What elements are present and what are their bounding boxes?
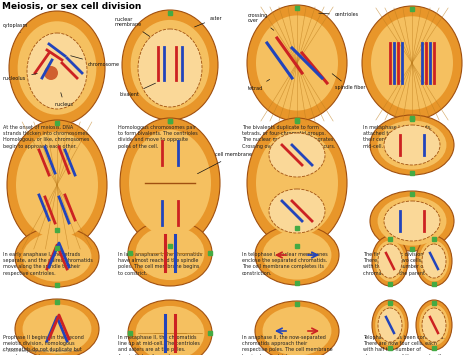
Ellipse shape (247, 5, 347, 121)
Text: © 2010 Encyclopaedia Britannica, Inc.: © 2010 Encyclopaedia Britannica, Inc. (2, 349, 81, 353)
Text: In telophase I, nuclear membranes
enclose the separated chromatids.
The cell mem: In telophase I, nuclear membranes enclos… (242, 252, 328, 275)
Text: chromosome: chromosome (71, 56, 120, 67)
Text: crossing
over: crossing over (248, 12, 274, 30)
Ellipse shape (15, 299, 99, 355)
Text: In anaphase II, the now-separated
chromatids approach their
respective poles. Th: In anaphase II, the now-separated chroma… (242, 335, 333, 355)
Text: cell membrane: cell membrane (198, 153, 252, 174)
Text: Homologous chromosomes pair
to form bivalents. The centrioles
divide and move to: Homologous chromosomes pair to form biva… (118, 125, 198, 149)
Ellipse shape (422, 244, 446, 278)
Ellipse shape (255, 301, 339, 355)
Text: nucleus: nucleus (55, 93, 74, 108)
Text: At the onset of meiosis, DNA
strands thicken into chromosomes.
Homologous, or li: At the onset of meiosis, DNA strands thi… (3, 125, 90, 149)
Ellipse shape (371, 16, 453, 110)
Text: nucleolus: nucleolus (3, 73, 37, 81)
Ellipse shape (256, 130, 338, 236)
Ellipse shape (422, 308, 446, 342)
Ellipse shape (255, 225, 339, 285)
Ellipse shape (136, 226, 204, 280)
Ellipse shape (416, 236, 452, 286)
Text: The first meiotic division ends.
There are now two cells, each
with the same num: The first meiotic division ends. There a… (363, 252, 438, 275)
Text: cytoplasm: cytoplasm (3, 22, 28, 33)
Ellipse shape (256, 15, 338, 110)
Text: bivalent: bivalent (120, 83, 155, 98)
Text: In late anaphase I, the chromatids
have almost reached the spindle
poles. The ce: In late anaphase I, the chromatids have … (118, 252, 202, 275)
Ellipse shape (269, 189, 325, 233)
Ellipse shape (378, 120, 447, 170)
Ellipse shape (138, 29, 202, 107)
Ellipse shape (136, 306, 204, 355)
Ellipse shape (263, 230, 331, 280)
Ellipse shape (131, 20, 210, 110)
Text: spindle fiber: spindle fiber (332, 74, 365, 91)
Ellipse shape (27, 33, 87, 109)
Ellipse shape (375, 240, 405, 282)
Ellipse shape (384, 125, 440, 165)
Ellipse shape (7, 120, 107, 250)
Text: In early anaphase I, the tetrads
separate, and the paired chromatids
move along : In early anaphase I, the tetrads separat… (3, 252, 93, 275)
Circle shape (44, 66, 58, 80)
Ellipse shape (378, 196, 447, 246)
Text: tetrad: tetrad (248, 80, 270, 91)
Ellipse shape (18, 21, 96, 115)
Ellipse shape (120, 118, 220, 248)
Ellipse shape (419, 240, 449, 282)
Text: Prophase II begins. In the second
meiotic division, homologous
chromatids do not: Prophase II begins. In the second meioti… (3, 335, 84, 355)
Ellipse shape (9, 11, 105, 125)
Ellipse shape (129, 130, 211, 236)
Text: In metaphase I, the tetrads,
attached to spindle fibers at
their centromeres, li: In metaphase I, the tetrads, attached to… (363, 125, 433, 149)
Text: Telophase II has been completed.
There are now four cells, each
with half the nu: Telophase II has been completed. There a… (363, 335, 445, 355)
Ellipse shape (23, 233, 91, 282)
Ellipse shape (263, 306, 331, 355)
Ellipse shape (372, 236, 408, 286)
Text: aster: aster (194, 16, 223, 27)
Text: In metaphase II, the chromatids
line up at mid-cell. The centrioles
and asters a: In metaphase II, the chromatids line up … (118, 335, 200, 355)
Ellipse shape (378, 308, 402, 342)
Ellipse shape (384, 201, 440, 241)
Text: The bivalents duplicate to form
tetrads, or four-chromatid groups.
The nuclear m: The bivalents duplicate to form tetrads,… (242, 125, 336, 149)
Ellipse shape (269, 133, 325, 177)
Ellipse shape (128, 220, 212, 286)
Ellipse shape (16, 132, 98, 238)
Ellipse shape (362, 6, 462, 120)
Ellipse shape (370, 191, 454, 251)
Text: nuclear
membrane: nuclear membrane (115, 17, 150, 37)
Ellipse shape (23, 304, 91, 354)
Text: Meiosis, or sex cell division: Meiosis, or sex cell division (2, 2, 141, 11)
Ellipse shape (122, 10, 218, 120)
Ellipse shape (419, 305, 449, 345)
Ellipse shape (247, 118, 347, 248)
Ellipse shape (370, 115, 454, 175)
Ellipse shape (15, 227, 99, 287)
Ellipse shape (416, 300, 452, 350)
Ellipse shape (128, 300, 212, 355)
Ellipse shape (378, 244, 402, 278)
Text: centrioles: centrioles (319, 12, 359, 17)
Ellipse shape (372, 300, 408, 350)
Ellipse shape (375, 305, 405, 345)
